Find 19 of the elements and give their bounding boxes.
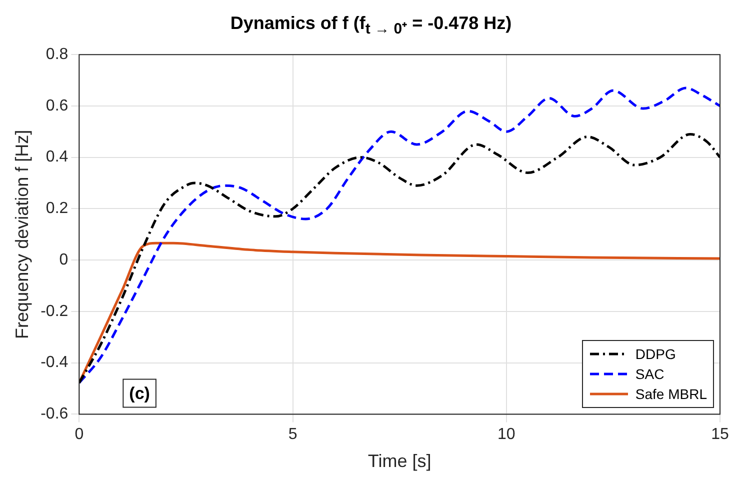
x-tick-label: 0 [74,426,84,444]
y-tick-label: 0.6 [46,97,68,114]
x-tick-label: 10 [497,426,516,444]
y-tick-label: 0.2 [46,200,68,218]
annotation: (c) [129,384,150,403]
y-tick-label: -0.6 [40,406,68,423]
y-tick-label: 0.4 [46,148,68,166]
legend-label: Safe MBRL [635,386,707,402]
x-axis-title: Time [s] [368,451,432,472]
y-axis-title: Frequency deviation f [Hz] [12,130,32,339]
legend-label: SAC [635,366,664,382]
chart-title: Dynamics of f (f$_{t → 0⁺}$ = -0.478 Hz) [229,12,513,40]
y-tick-label: 0.8 [46,46,68,64]
y-tick-label: 0 [59,251,68,268]
legend-label: DDPG [635,346,676,362]
y-tick-label: -0.4 [40,354,68,372]
x-tick-label: 5 [288,426,298,444]
y-tick-label: -0.2 [40,302,68,320]
x-tick-label: 15 [711,426,729,444]
